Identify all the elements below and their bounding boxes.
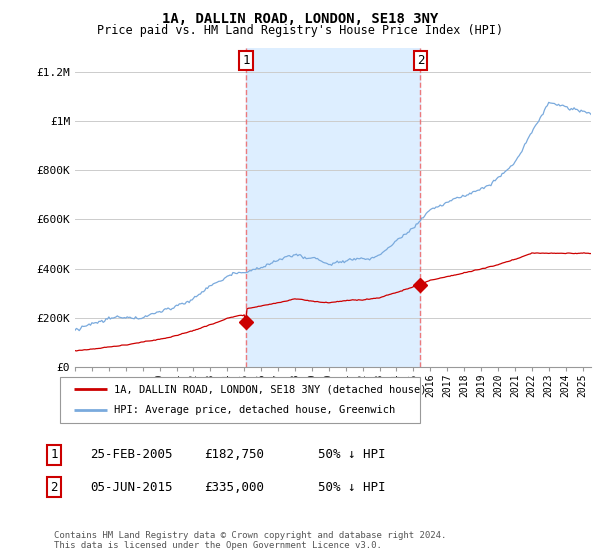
Text: 1: 1 bbox=[242, 54, 250, 67]
Text: 1A, DALLIN ROAD, LONDON, SE18 3NY: 1A, DALLIN ROAD, LONDON, SE18 3NY bbox=[162, 12, 438, 26]
Text: 25-FEB-2005: 25-FEB-2005 bbox=[90, 448, 173, 461]
Text: 1A, DALLIN ROAD, LONDON, SE18 3NY (detached house): 1A, DALLIN ROAD, LONDON, SE18 3NY (detac… bbox=[114, 384, 427, 394]
Text: 05-JUN-2015: 05-JUN-2015 bbox=[90, 480, 173, 494]
Text: 50% ↓ HPI: 50% ↓ HPI bbox=[318, 480, 386, 494]
Text: £182,750: £182,750 bbox=[204, 448, 264, 461]
Text: 2: 2 bbox=[50, 480, 58, 494]
Text: 1: 1 bbox=[50, 448, 58, 461]
Text: £335,000: £335,000 bbox=[204, 480, 264, 494]
Text: Price paid vs. HM Land Registry's House Price Index (HPI): Price paid vs. HM Land Registry's House … bbox=[97, 24, 503, 36]
Text: Contains HM Land Registry data © Crown copyright and database right 2024.
This d: Contains HM Land Registry data © Crown c… bbox=[54, 530, 446, 550]
Text: 50% ↓ HPI: 50% ↓ HPI bbox=[318, 448, 386, 461]
FancyBboxPatch shape bbox=[60, 377, 420, 423]
Bar bbox=[246, 48, 421, 367]
Text: 2: 2 bbox=[417, 54, 424, 67]
Text: HPI: Average price, detached house, Greenwich: HPI: Average price, detached house, Gree… bbox=[114, 405, 395, 416]
